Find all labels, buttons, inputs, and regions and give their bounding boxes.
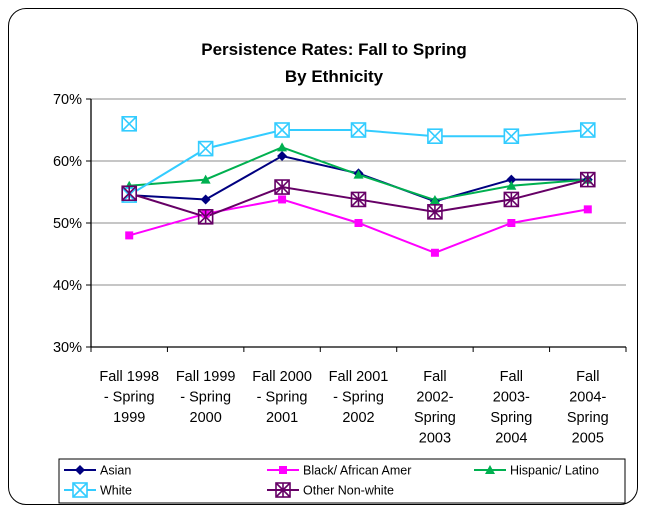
y-tick-label: 50% — [53, 216, 82, 232]
legend-item: White — [64, 482, 132, 498]
legend-label: Hispanic/ Latino — [510, 464, 599, 478]
data-point — [430, 248, 439, 257]
data-point — [350, 122, 367, 138]
legend-label: Black/ African Amer — [303, 464, 411, 478]
y-tick-label: 70% — [53, 92, 82, 108]
y-tick-label: 30% — [53, 340, 82, 356]
data-point — [354, 219, 363, 227]
data-point — [200, 194, 211, 205]
legend-marker — [485, 465, 495, 474]
x-axis-ticks: Fall 1998- Spring 1999 Fall 1999- Spring 20… — [90, 347, 627, 447]
legend-marker — [275, 482, 291, 498]
x-tick-label: Fall 2004-Spring 2005 — [567, 369, 609, 447]
legend-marker — [279, 466, 287, 474]
y-tick-label: 60% — [53, 154, 82, 170]
x-tick-label: Fall 1998- Spring 1999 — [99, 369, 159, 426]
legend-label: Other Non-white — [303, 484, 394, 498]
data-point — [579, 171, 596, 188]
y-tick-label: 40% — [53, 278, 82, 294]
data-point — [503, 128, 520, 144]
data-point — [503, 191, 520, 208]
data-point — [353, 169, 364, 179]
data-point — [277, 151, 288, 162]
legend-item: Black/ African Amer — [267, 464, 411, 478]
data-point — [197, 209, 214, 225]
legend-item: Asian — [64, 464, 131, 478]
data-point — [507, 219, 516, 227]
data-point — [506, 174, 517, 185]
y-axis-ticks: 30% 40% 50% 60% 70% — [53, 92, 91, 356]
data-point — [506, 180, 517, 190]
chart-subtitle: By Ethnicity — [285, 67, 384, 86]
legend-label: White — [100, 484, 132, 498]
data-point — [121, 185, 138, 202]
data-point — [125, 231, 134, 240]
x-tick-label: Fall 2000- Spring 2001 — [252, 369, 312, 426]
legend: Asian Black/ African Amer Hispanic/ Latino… — [58, 458, 626, 504]
data-point — [200, 174, 211, 184]
data-point — [429, 195, 440, 205]
data-point — [277, 142, 288, 152]
data-point — [274, 179, 290, 195]
data-point — [121, 116, 138, 132]
data-point — [427, 204, 443, 220]
legend-item: Other Non-white — [267, 482, 394, 498]
data-point — [278, 195, 287, 204]
series-markers — [121, 116, 596, 257]
data-point — [350, 191, 367, 208]
x-tick-label: Fall 2003-Spring 2004 — [490, 369, 532, 447]
chart-frame — [8, 8, 638, 505]
legend-marker — [75, 465, 85, 475]
chart-title: Persistence Rates: Fall to Spring — [201, 40, 466, 59]
legend-item: Hispanic/ Latino — [474, 464, 599, 478]
data-point — [197, 140, 214, 157]
legend-marker — [72, 482, 88, 498]
data-point — [427, 128, 443, 144]
data-point — [583, 205, 592, 214]
x-tick-label: Fall 1999- Spring 2000 — [176, 369, 236, 426]
x-tick-label: Fall 2002-Spring 2003 — [414, 369, 456, 447]
x-tick-label: Fall 2001- Spring 2002 — [329, 369, 389, 426]
legend-label: Asian — [100, 464, 131, 478]
data-point — [579, 122, 596, 138]
data-point — [274, 122, 290, 138]
legend-box — [58, 458, 626, 504]
